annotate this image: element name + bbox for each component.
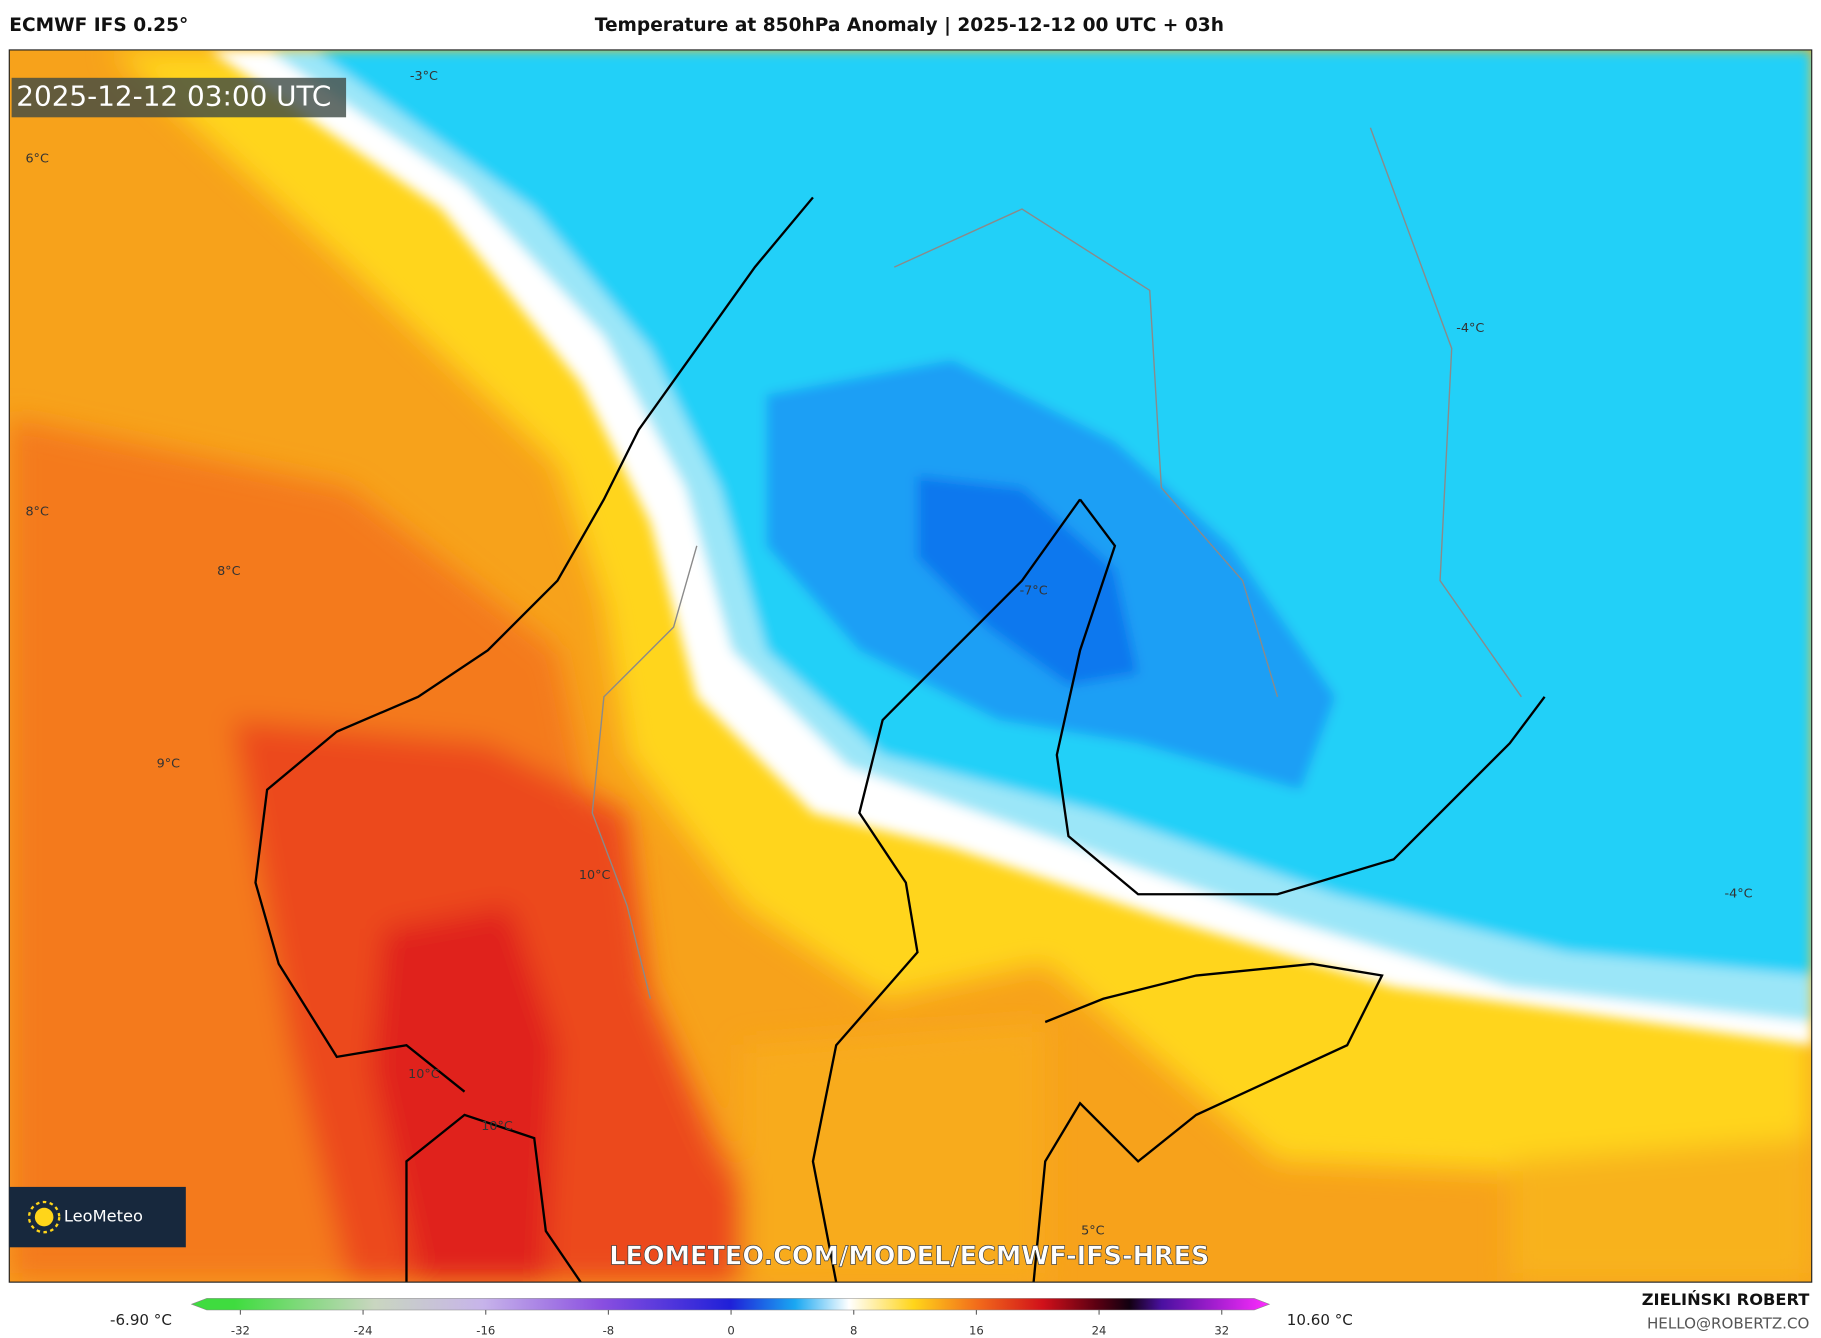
contour-label: 8°C bbox=[217, 564, 241, 579]
colorbar-tick-label: -32 bbox=[231, 1323, 250, 1337]
colorbar-min: -6.90 °C bbox=[110, 1311, 172, 1329]
watermark: LEOMETEO.COM/MODEL/ECMWF-IFS-HRES bbox=[609, 1242, 1209, 1272]
border-east bbox=[1369, 127, 1522, 698]
logo-text: LeoMeteo bbox=[64, 1207, 143, 1226]
coast-denmark bbox=[405, 1113, 582, 1283]
contour-label: 10°C bbox=[579, 868, 611, 883]
border-norway-sweden bbox=[591, 545, 698, 999]
colorbar-tick-label: 24 bbox=[1092, 1323, 1107, 1337]
field-deep-blue bbox=[917, 476, 1139, 686]
temperature-field bbox=[9, 49, 1812, 1283]
borders bbox=[591, 127, 1522, 999]
contour-labels: -3°C 6°C 8°C 8°C 9°C 10°C 10°C 10°C -7°C -4°C -4°C… bbox=[25, 69, 1752, 1238]
contour-label: 8°C bbox=[25, 505, 49, 520]
contour-label: -7°C bbox=[1020, 584, 1048, 599]
logo-sun bbox=[34, 1207, 54, 1227]
colorbar bbox=[190, 1298, 1271, 1311]
colorbar-tick-label: -16 bbox=[476, 1323, 495, 1337]
map-frame bbox=[8, 49, 1813, 1283]
colorbar-tick-label: -8 bbox=[603, 1323, 615, 1337]
field-red-core bbox=[371, 905, 558, 1283]
model-label: ECMWF IFS 0.25° bbox=[9, 15, 188, 36]
colorbar-max: 10.60 °C bbox=[1287, 1311, 1353, 1329]
colorbar-tick-label: 16 bbox=[969, 1323, 984, 1337]
contour-label: 5°C bbox=[1081, 1224, 1105, 1239]
timestamp: 2025-12-12 03:00 UTC bbox=[16, 80, 331, 113]
author: ZIELIŃSKI ROBERT bbox=[1642, 1290, 1810, 1309]
colorbar-ticks: -32 -24 -16 -8 0 8 16 24 32 bbox=[231, 1310, 1229, 1337]
contour-label: -4°C bbox=[1725, 887, 1753, 902]
contour-label: 10°C bbox=[481, 1119, 513, 1134]
email: HELLO@ROBERTZ.CO bbox=[1647, 1314, 1810, 1332]
colorbar-tick-label: 32 bbox=[1214, 1323, 1229, 1337]
map-title: Temperature at 850hPa Anomaly | 2025-12-… bbox=[595, 15, 1224, 36]
contour-label: 6°C bbox=[25, 152, 49, 167]
logo-rays bbox=[27, 1200, 61, 1234]
contour-label: -3°C bbox=[410, 69, 438, 84]
timestamp-box bbox=[11, 77, 347, 118]
field-orange-mid bbox=[743, 1021, 1046, 1283]
contour-label: 9°C bbox=[157, 757, 181, 772]
colorbar-tick-label: 8 bbox=[850, 1323, 857, 1337]
contour-label: -4°C bbox=[1456, 321, 1484, 336]
colorbar-tick-label: -24 bbox=[354, 1323, 373, 1337]
coast-sweden bbox=[811, 498, 1082, 1283]
coast-baltic bbox=[1032, 962, 1384, 1283]
colorbar-tick-label: 0 bbox=[727, 1323, 734, 1337]
coastlines bbox=[254, 196, 1546, 1283]
coast-norway bbox=[254, 196, 814, 1093]
field-orange-east bbox=[1509, 1138, 1812, 1283]
border-finland-russia bbox=[893, 208, 1279, 698]
coast-finland bbox=[1055, 498, 1546, 896]
contour-label: 10°C bbox=[408, 1067, 440, 1082]
